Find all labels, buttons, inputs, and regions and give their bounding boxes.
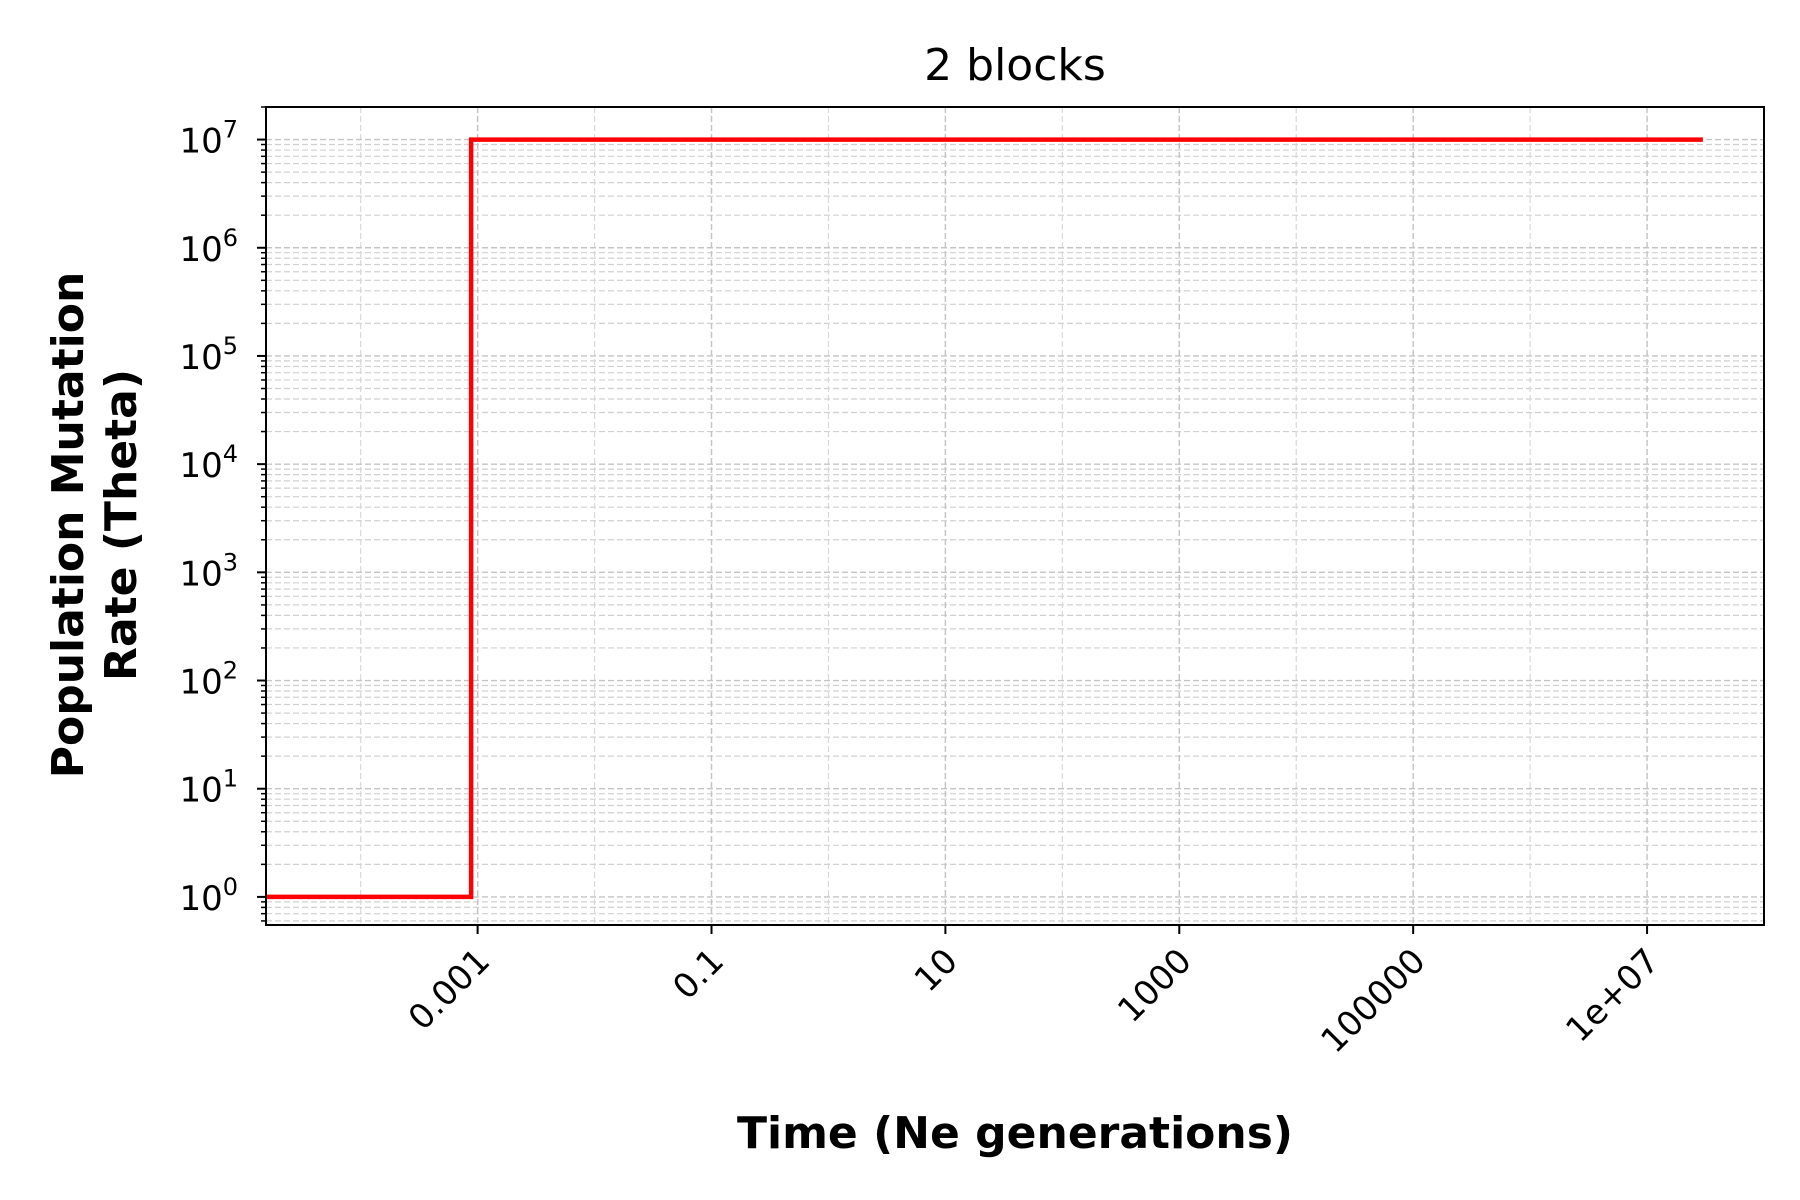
y-axis-label-line-2: Rate (Theta): [96, 369, 147, 681]
y-axis-label-line-1: Population Mutation: [43, 272, 94, 779]
x-tick-label: 10: [907, 941, 966, 1000]
x-tick-label: 1e+07: [1558, 941, 1667, 1050]
y-axis-label: Population Mutation Rate (Theta): [43, 272, 147, 779]
y-tick-label: 104: [179, 440, 238, 486]
y-tick-label: 101: [179, 765, 238, 811]
grid: [266, 106, 1765, 925]
y-tick-label: 103: [179, 548, 238, 594]
y-tick-label: 106: [179, 224, 238, 270]
series-layer: [266, 137, 1703, 900]
x-tick-label: 100000: [1313, 941, 1433, 1061]
plot-frame: [265, 106, 1765, 926]
x-tick-label: 1000: [1110, 941, 1199, 1030]
y-tick-label: 105: [179, 332, 238, 378]
x-tick-labels: 0.001 0.1 10 1000 100000 1e+07: [401, 941, 1668, 1061]
series-line: [266, 137, 1703, 900]
x-tick-label: 0.1: [665, 941, 732, 1008]
plot-area: [266, 137, 1703, 900]
y-tick-label: 107: [179, 116, 238, 162]
x-tick-label: 0.001: [401, 941, 498, 1038]
chart-title: 2 blocks: [924, 40, 1106, 91]
x-axis-label: Time (Ne generations): [737, 1108, 1293, 1159]
y-tick-label: 100: [179, 873, 238, 919]
y-tick-labels: 100 101 102 103 104 105 106 107: [179, 116, 238, 919]
y-tick-label: 102: [179, 657, 238, 703]
